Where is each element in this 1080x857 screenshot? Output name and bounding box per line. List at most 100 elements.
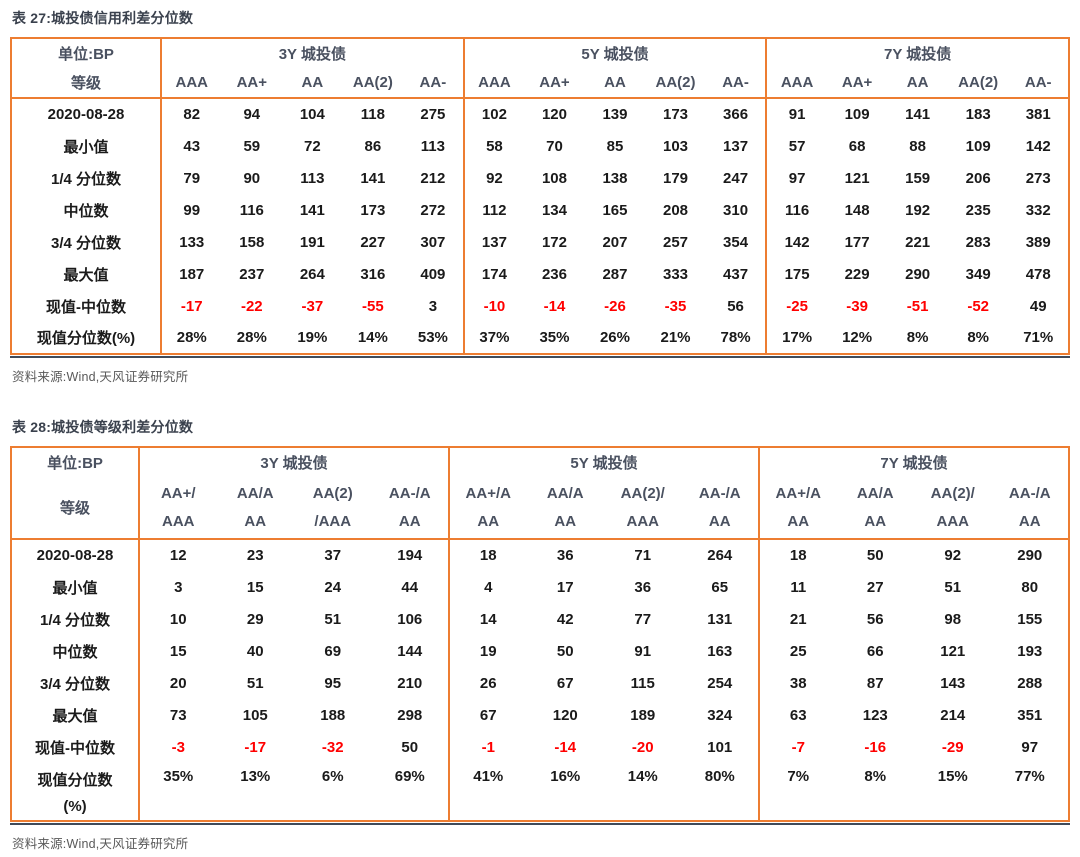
value-cell: 310 [723,201,749,219]
value-cell: 50 [401,738,419,756]
row-label: 现值分位数(%) [36,330,136,347]
value-cell: 121 [940,642,966,660]
col-header: AA+/AAA [138,477,217,540]
value-cell: 298 [397,706,423,724]
value-cell: 316 [360,265,386,283]
row-label: 现值-中位数 [35,739,115,757]
value-cell: 28% [160,322,222,354]
value-cell: 163 [707,642,733,660]
col-header: AA(2) [342,68,404,99]
value-cell: 3 [428,297,438,315]
value-cell: 102 [462,98,525,130]
value-cell: 264 [299,265,325,283]
unit-label: 单位:BP [47,455,103,472]
value-cell: 4 [448,571,527,603]
value-cell: 12 [138,539,217,571]
value-cell: -26 [604,297,626,315]
value-cell: 159 [905,169,931,187]
value-cell: 77% [1014,768,1045,785]
value-cell: -14 [543,297,566,315]
value-cell: 237 [239,265,265,283]
value-cell: 105 [242,706,268,724]
row-label: 最大值 [52,707,98,725]
value-cell: 207 [602,233,628,251]
table-row: 现值分位数 (%) 35% 13% 6% 69% 41% 16% 14% 80% 7% 8% 15% 77… [11,763,1069,821]
value-cell: 15% [937,768,968,785]
value-cell: 193 [1017,642,1043,660]
value-cell: 80% [704,768,735,785]
col-header: AAA [160,68,222,99]
value-cell: 187 [160,258,222,290]
value-cell: 53% [417,329,448,346]
value-cell: 51 [246,674,264,692]
value-cell: 221 [905,233,931,251]
col-header: AA- [1008,68,1069,99]
value-cell: 86 [364,137,382,155]
value-cell: 38 [758,667,837,699]
value-cell: 72 [303,137,321,155]
value-cell: 247 [723,169,749,187]
value-cell: 139 [602,106,628,123]
table28-bottom-rule [10,823,1070,825]
value-cell: 35% [138,763,217,821]
value-cell: 14 [448,603,527,635]
value-cell: 109 [965,137,991,155]
value-cell: 273 [1025,169,1051,187]
table27-section: 表 27:城投债信用利差分位数 单位:BP 3Y 城投债 5Y 城投债 7Y 城投债等… [10,6,1070,385]
value-cell: 36 [634,578,652,596]
value-cell: 173 [360,201,386,219]
value-cell: 40 [246,642,264,660]
value-cell: 57 [765,130,827,162]
value-cell: 188 [320,706,346,724]
value-cell: 283 [965,233,991,251]
table-row: 中位数 15 40 69 144 19 50 91 163 25 66 121 193 [11,635,1069,667]
value-cell: 92 [944,547,962,564]
value-cell: 208 [663,201,689,219]
value-cell: 112 [462,194,525,226]
table-row: 现值-中位数 -17 -22 -37 -55 3 -10 -14 -26 -35 56 -25 -39 -… [11,290,1069,322]
table-row: 最大值 73 105 188 298 67 120 189 324 63 123 214 351 [11,699,1069,731]
row-label: 最小值 [52,579,98,597]
value-cell: 27 [866,578,884,596]
value-cell: 206 [965,169,991,187]
value-cell: 29 [246,610,264,628]
value-cell: 120 [541,106,567,123]
value-cell: 290 [1017,547,1043,564]
value-cell: 70 [546,137,563,155]
col-header: AA-/A AA [681,477,759,540]
row-label: 现值-中位数 [46,298,126,316]
col-header: AA(2) [645,68,706,99]
value-cell: 116 [765,194,827,226]
value-cell: 264 [707,547,733,564]
value-cell: 50 [556,642,574,660]
value-cell: 275 [420,106,446,123]
value-cell: 14% [357,329,388,346]
table-row: 3/4 分位数 133 158 191 227 307 137 172 207 257 354 142… [11,226,1069,258]
value-cell: 141 [299,201,325,219]
value-cell: 98 [944,610,962,628]
value-cell: 88 [909,137,926,155]
value-cell: -10 [462,290,525,322]
value-cell: 173 [663,106,689,123]
value-cell: 113 [300,169,325,187]
value-cell: 194 [397,547,423,564]
value-cell: 15 [246,578,264,596]
value-cell: 192 [905,201,931,219]
value-cell: 94 [243,106,261,123]
value-cell: 6% [321,768,344,785]
value-cell: -17 [160,290,222,322]
value-cell: 18 [448,539,527,571]
row-label: 中位数 [63,202,109,220]
table-row: 中位数 99 116 141 173 272 112 134 165 208 310 116 148 19… [11,194,1069,226]
row-label: 3/4 分位数 [50,234,122,252]
value-cell: 113 [420,137,445,155]
table-row: 3/4 分位数 20 51 95 210 26 67 115 254 38 87 143 288 [11,667,1069,699]
value-cell: 91 [765,98,827,130]
value-cell: 116 [239,201,264,219]
value-cell: 71% [1023,329,1054,346]
value-cell: 19 [448,635,527,667]
value-cell: 287 [602,265,628,283]
value-cell: 36 [556,547,574,564]
value-cell: 121 [844,169,870,187]
